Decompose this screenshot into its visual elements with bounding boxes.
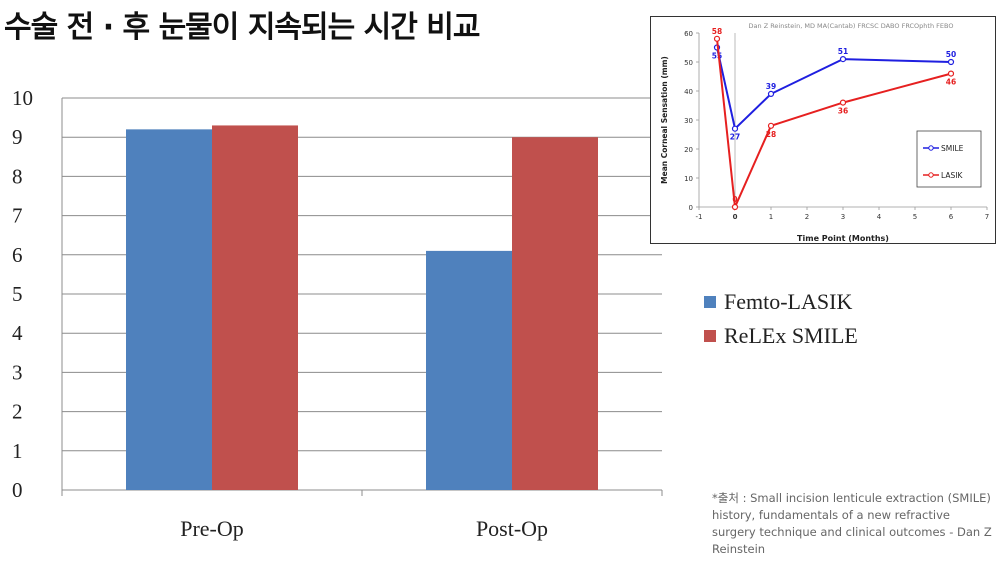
- y-tick-label: 8: [12, 164, 23, 188]
- inset-data-label: 46: [946, 78, 956, 87]
- inset-legend-marker: [928, 172, 934, 178]
- inset-point: [839, 99, 847, 106]
- legend-label-femto: Femto-LASIK: [724, 289, 853, 314]
- inset-x-label: Time Point (Months): [797, 234, 889, 243]
- inset-data-label: 27: [730, 133, 740, 142]
- bar: [426, 250, 512, 490]
- y-tick-label: 7: [12, 204, 23, 228]
- y-tick-label: 5: [12, 282, 23, 306]
- inset-point: [839, 55, 847, 63]
- inset-x-tick-label: 7: [985, 213, 989, 221]
- inset-y-tick-label: 10: [684, 175, 693, 183]
- legend-label-relex: ReLEx SMILE: [724, 323, 858, 348]
- y-tick-label: 1: [12, 439, 23, 463]
- inset-data-label: 36: [838, 107, 848, 116]
- legend-item-femto: Femto-LASIK: [704, 285, 858, 319]
- inset-y-tick-label: 50: [684, 59, 693, 67]
- y-tick-label: 3: [12, 360, 23, 384]
- inset-point: [947, 58, 955, 66]
- legend-swatch-femto: [704, 296, 716, 308]
- x-tick-label: Post-Op: [476, 516, 548, 541]
- inset-x-tick-label: 1: [769, 213, 773, 221]
- inset-x-tick-label: 5: [913, 213, 917, 221]
- inset-point: [947, 70, 955, 77]
- inset-x-tick-label: 4: [877, 213, 882, 221]
- y-tick-label: 4: [12, 321, 23, 345]
- bar: [126, 129, 212, 491]
- inset-y-label: Mean Corneal Sensation (mm): [660, 56, 669, 184]
- inset-y-tick-label: 40: [684, 88, 693, 96]
- inset-data-label: 51: [838, 47, 848, 56]
- inset-legend-marker: [928, 145, 934, 151]
- inset-y-tick-label: 0: [689, 204, 693, 212]
- bar: [212, 125, 298, 490]
- inset-point: [731, 203, 739, 211]
- inset-data-label: 39: [766, 82, 776, 91]
- y-tick-label: 6: [12, 243, 23, 267]
- page-title: 수술 전 · 후 눈물이 지속되는 시간 비교: [4, 10, 481, 45]
- legend-swatch-relex: [704, 330, 716, 342]
- source-note: *출처 : Small incision lenticule extractio…: [712, 491, 992, 556]
- bar-chart-legend: Femto-LASIK ReLEx SMILE: [704, 285, 858, 353]
- inset-data-label: 58: [712, 27, 722, 36]
- inset-data-label: 55: [712, 52, 722, 61]
- inset-line-chart: Dan Z Reinstein, MD MA(Cantab) FRCSC DAB…: [650, 16, 996, 244]
- bar: [512, 137, 598, 490]
- y-tick-label: 0: [12, 478, 23, 502]
- inset-series-line: [716, 47, 952, 131]
- y-tick-label: 9: [12, 125, 23, 149]
- inset-point: [713, 35, 721, 42]
- inset-x-tick-label: 3: [841, 213, 845, 221]
- x-tick-label: Pre-Op: [180, 516, 244, 541]
- inset-data-label: 0: [732, 195, 737, 204]
- inset-legend-box: [916, 130, 982, 188]
- inset-y-tick-label: 30: [684, 117, 693, 125]
- inset-x-tick-label: 2: [805, 213, 809, 221]
- line-chart-plot: Dan Z Reinstein, MD MA(Cantab) FRCSC DAB…: [660, 22, 989, 243]
- inset-x-tick-label: 0: [733, 213, 738, 221]
- y-tick-label: 2: [12, 400, 23, 424]
- inset-point: [767, 90, 775, 98]
- inset-y-tick-label: 60: [684, 30, 693, 38]
- inset-legend-label: LASIK: [941, 171, 963, 180]
- inset-x-tick-label: 6: [949, 213, 954, 221]
- inset-y-tick-label: 20: [684, 146, 693, 154]
- inset-point: [731, 125, 739, 132]
- legend-item-relex: ReLEx SMILE: [704, 319, 858, 353]
- y-tick-label: 10: [12, 86, 33, 110]
- inset-point: [767, 122, 775, 129]
- inset-data-label: 28: [766, 130, 776, 139]
- inset-data-label: 50: [946, 50, 956, 59]
- inset-x-tick-label: -1: [696, 213, 703, 221]
- inset-legend-label: SMILE: [941, 144, 964, 153]
- inset-header: Dan Z Reinstein, MD MA(Cantab) FRCSC DAB…: [749, 22, 954, 30]
